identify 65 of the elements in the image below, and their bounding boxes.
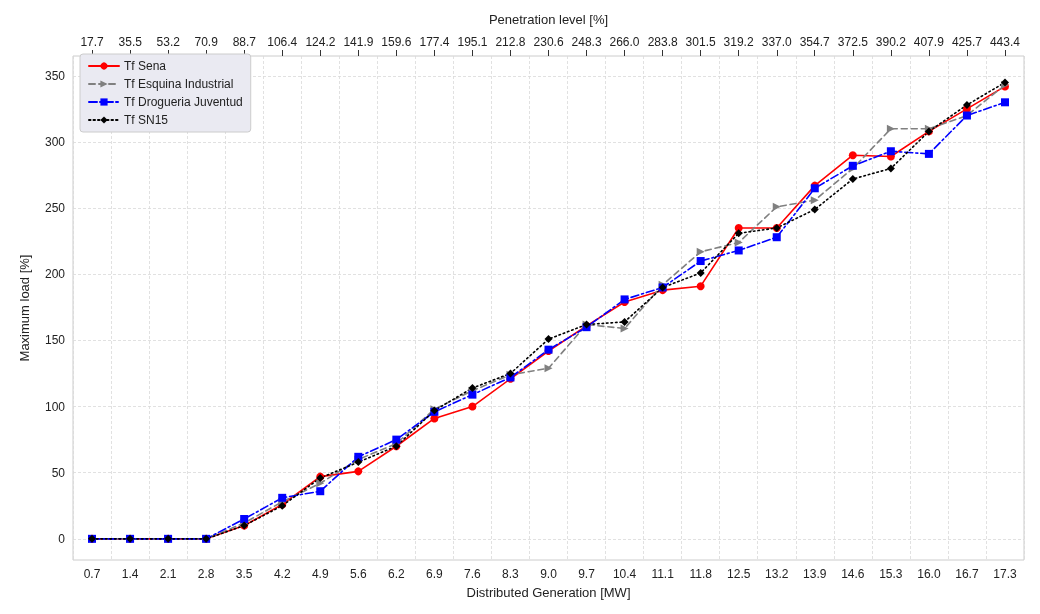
legend-label: Tf Esquina Industrial xyxy=(124,77,234,91)
x-tick-label: 11.1 xyxy=(651,567,675,581)
y-axis-title: Maximum load [%] xyxy=(17,254,32,362)
x-tick-label: 10.4 xyxy=(612,567,637,581)
x2-tick-label: 141.9 xyxy=(343,35,374,49)
x-tick-label: 13.2 xyxy=(765,567,789,581)
x2-tick-label: 106.4 xyxy=(267,35,298,49)
x2-tick-label: 124.2 xyxy=(305,35,336,49)
x-tick-label: 14.6 xyxy=(841,567,865,581)
x2-tick-label: 407.9 xyxy=(913,35,945,49)
x-tick-label: 7.6 xyxy=(464,567,482,581)
x2-tick-label: 337.0 xyxy=(761,35,793,49)
x2-tick-label: 390.2 xyxy=(875,35,907,49)
x2-tick-label: 319.2 xyxy=(723,35,754,49)
x-tick-label: 4.9 xyxy=(311,567,329,581)
x2-tick-label: 53.2 xyxy=(156,35,181,49)
x-tick-label: 1.4 xyxy=(121,567,139,581)
x-tick-label: 4.2 xyxy=(273,567,291,581)
x-tick-label: 2.8 xyxy=(197,567,215,581)
x2-tick-label: 248.3 xyxy=(571,35,602,49)
x-tick-label: 12.5 xyxy=(727,567,751,581)
x2-tick-label: 70.9 xyxy=(194,35,219,49)
y-tick-label: 0 xyxy=(58,531,66,546)
x2-tick-label: 230.6 xyxy=(533,35,564,49)
x2-tick-label: 17.7 xyxy=(80,35,105,49)
legend-label: Tf Drogueria Juventud xyxy=(124,95,243,109)
x-tick-label: 15.3 xyxy=(879,567,903,581)
x-tick-label: 5.6 xyxy=(349,567,367,581)
x-tick-label: 16.7 xyxy=(955,567,979,581)
x2-tick-label: 354.7 xyxy=(799,35,831,49)
y-tick-label: 350 xyxy=(44,68,66,83)
x-tick-label: 17.3 xyxy=(993,567,1017,581)
x-tick-label: 9.0 xyxy=(540,567,558,581)
x2-tick-label: 425.7 xyxy=(951,35,983,49)
x2-tick-label: 372.5 xyxy=(837,35,869,49)
x2-tick-label: 266.0 xyxy=(609,35,640,49)
y-tick-label: 150 xyxy=(44,333,66,348)
x2-tick-label: 283.8 xyxy=(647,35,679,49)
y-tick-label: 300 xyxy=(44,134,66,149)
x-tick-label: 9.7 xyxy=(578,567,596,581)
x2-tick-label: 88.7 xyxy=(232,35,257,49)
legend-label: Tf SN15 xyxy=(124,113,169,127)
y-tick-label: 250 xyxy=(44,201,66,216)
x2-tick-label: 195.1 xyxy=(457,35,488,49)
x2-axis-title: Penetration level [%] xyxy=(488,12,609,27)
x2-tick-label: 35.5 xyxy=(118,35,143,49)
x-tick-label: 0.7 xyxy=(83,567,101,581)
x2-tick-label: 443.4 xyxy=(989,35,1021,49)
y-tick-label: 100 xyxy=(44,399,66,414)
x2-tick-label: 212.8 xyxy=(495,35,526,49)
x-tick-label: 6.9 xyxy=(426,567,444,581)
x2-tick-label: 159.6 xyxy=(381,35,412,49)
x-axis-title: Distributed Generation [MW] xyxy=(466,585,631,600)
x-tick-label: 3.5 xyxy=(235,567,253,581)
x2-tick-label: 177.4 xyxy=(419,35,450,49)
x-tick-label: 6.2 xyxy=(388,567,405,581)
x-tick-label: 16.0 xyxy=(917,567,941,581)
x-tick-label: 11.8 xyxy=(689,567,713,581)
x-tick-label: 2.1 xyxy=(159,567,177,581)
y-tick-label: 200 xyxy=(44,267,66,282)
x2-tick-label: 301.5 xyxy=(685,35,716,49)
x-tick-label: 8.3 xyxy=(502,567,520,581)
x-tick-label: 13.9 xyxy=(803,567,827,581)
y-tick-label: 50 xyxy=(51,465,66,480)
legend-label: Tf Sena xyxy=(124,59,167,73)
